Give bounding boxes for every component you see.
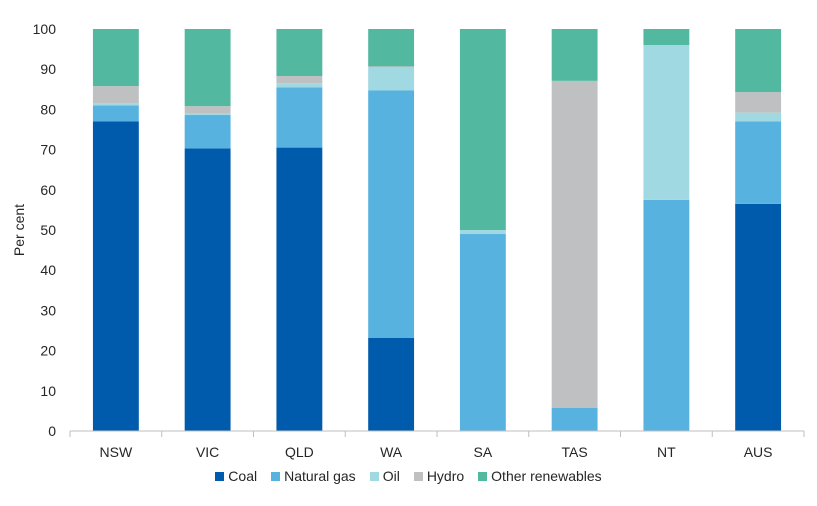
y-tick-label: 10	[40, 383, 56, 399]
bar-segment-vic-oil	[184, 113, 231, 116]
bar-segment-nt-oil	[643, 45, 690, 200]
bar-segment-wa-other-renewables	[368, 29, 415, 67]
bar-segment-vic-natural-gas	[184, 115, 231, 149]
bar-segment-qld-hydro	[276, 76, 323, 84]
legend-swatch	[369, 471, 379, 481]
legend-swatch	[413, 471, 423, 481]
y-axis-title: Per cent	[11, 204, 27, 256]
legend-item-hydro: Hydro	[413, 468, 465, 484]
bar-segment-nsw-oil	[92, 103, 139, 106]
y-tick-label: 20	[40, 343, 56, 359]
legend: Coal Natural gas Oil Hydro Other renewables	[0, 465, 817, 487]
y-tick-label: 30	[40, 302, 56, 318]
bar-segment-nt-other-renewables	[643, 29, 690, 46]
x-tick-label: AUS	[744, 444, 773, 460]
legend-swatch	[271, 471, 281, 481]
legend-swatch	[478, 471, 488, 481]
bar-segment-nt-natural-gas	[643, 199, 690, 431]
bar-segment-wa-coal	[368, 337, 415, 431]
bar-segment-aus-other-renewables	[735, 29, 782, 93]
y-tick-label: 40	[40, 262, 56, 278]
bar-segment-vic-other-renewables	[184, 29, 231, 107]
bar-segment-qld-coal	[276, 147, 323, 431]
legend-item-coal: Coal	[215, 468, 257, 484]
bar-segment-nsw-other-renewables	[92, 29, 139, 87]
y-tick-label: 100	[33, 21, 57, 37]
bar-segment-aus-natural-gas	[735, 121, 782, 204]
bar-segment-wa-natural-gas	[368, 90, 415, 338]
bar-segment-aus-coal	[735, 203, 782, 431]
legend-label: Coal	[228, 468, 258, 484]
legend-label: Natural gas	[284, 468, 356, 484]
bar-segment-wa-oil	[368, 67, 415, 91]
bar-segment-vic-hydro	[184, 106, 231, 114]
bar-segment-aus-oil	[735, 112, 782, 122]
y-axis-ticks: 0 10 20 30 40 50 60 70 80 90 100	[33, 21, 57, 439]
y-tick-label: 70	[40, 142, 56, 158]
bar-segment-nsw-coal	[92, 121, 139, 432]
x-tick-label: NT	[657, 444, 676, 460]
bar-segment-sa-other-renewables	[459, 29, 506, 230]
y-tick-label: 80	[40, 101, 56, 117]
bar-segment-tas-hydro	[551, 80, 598, 408]
legend-label: Hydro	[426, 468, 465, 484]
bar-segment-tas-other-renewables	[551, 29, 598, 81]
y-tick-label: 0	[48, 423, 56, 439]
bar-segment-nsw-natural-gas	[92, 105, 139, 122]
bar-segment-sa-oil	[459, 230, 506, 235]
y-tick-label: 50	[40, 222, 56, 238]
x-tick-label: NSW	[100, 444, 133, 460]
x-tick-label: SA	[474, 444, 493, 460]
legend-label: Other renewables	[491, 468, 602, 484]
legend-item-other-renewables: Other renewables	[478, 468, 602, 484]
bar-segment-sa-natural-gas	[459, 234, 506, 431]
bars-group	[92, 29, 782, 432]
y-tick-label: 90	[40, 61, 56, 77]
y-tick-label: 60	[40, 182, 56, 198]
legend-item-oil: Oil	[369, 468, 400, 484]
bar-segment-wa-hydro	[368, 66, 415, 68]
legend-label: Oil	[382, 468, 400, 484]
bar-segment-qld-natural-gas	[276, 87, 323, 148]
bar-segment-vic-coal	[184, 148, 231, 432]
x-tick-label: TAS	[562, 444, 588, 460]
legend-item-natural-gas: Natural gas	[271, 468, 356, 484]
bar-segment-nsw-hydro	[92, 86, 139, 104]
legend-swatch	[215, 471, 225, 481]
x-axis-ticks: NSW VIC QLD WA SA TAS NT AUS	[69, 431, 805, 460]
bar-segment-aus-hydro	[735, 92, 782, 113]
bar-segment-qld-other-renewables	[276, 29, 323, 77]
bar-segment-tas-natural-gas	[551, 407, 598, 431]
x-tick-label: VIC	[196, 444, 219, 460]
x-tick-label: QLD	[285, 444, 314, 460]
x-tick-label: WA	[380, 444, 403, 460]
bar-segment-qld-oil	[276, 83, 323, 88]
